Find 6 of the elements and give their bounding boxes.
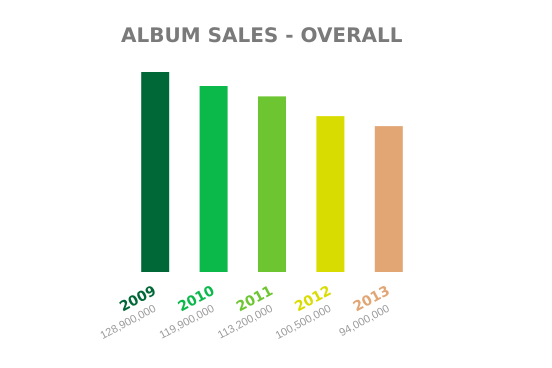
bar: [316, 116, 344, 272]
bar: [374, 126, 403, 272]
bar: [141, 72, 170, 272]
bar: [200, 86, 228, 272]
chart-title: ALBUM SALES - OVERALL: [121, 23, 403, 47]
bar: [258, 96, 286, 272]
